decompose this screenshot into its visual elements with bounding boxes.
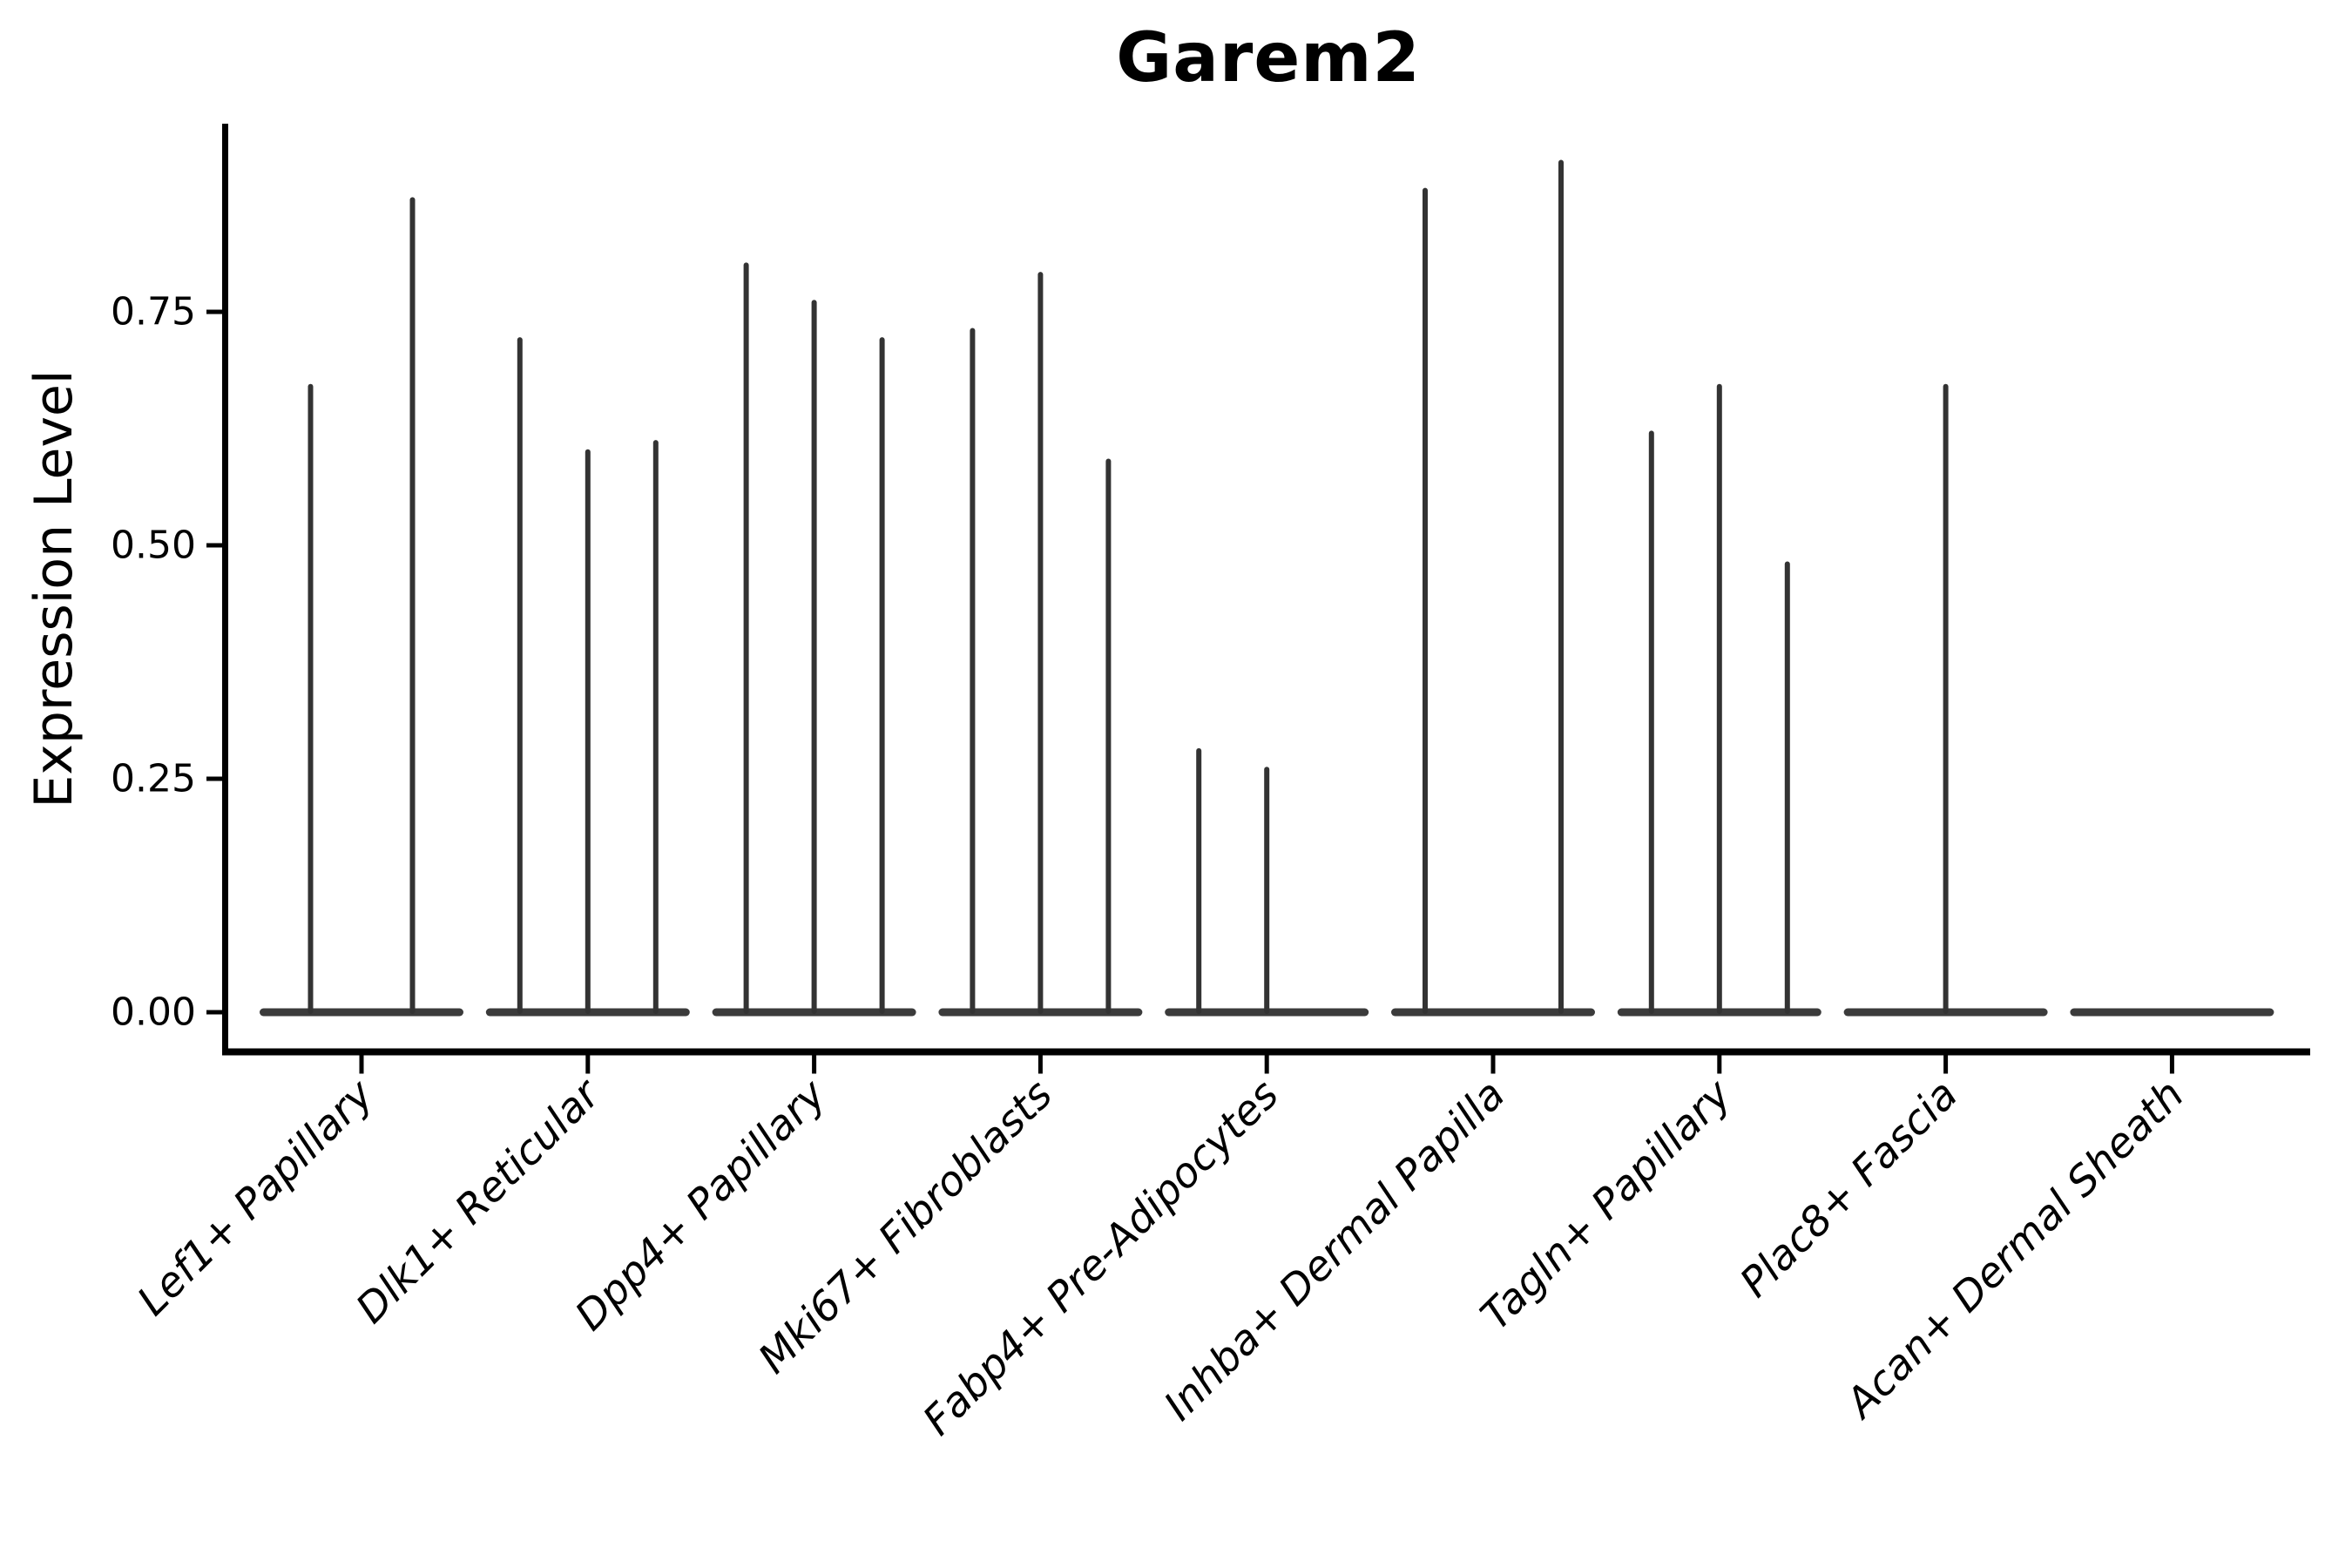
violin-base [1391,1008,1595,1017]
y-tick-label: 0.25 [111,757,196,801]
violin-group: Fabp4+ Pre-Adipocytes [914,747,1369,1445]
violin-group: Acan+ Dermal Sheath [1835,1008,2274,1429]
y-tick-label: 0.75 [111,290,196,335]
violin-group: Mki67+ Fibroblasts [749,272,1143,1383]
x-tick-label: Tagln+ Papillary [1472,1070,1742,1340]
x-tick-label: Dlk1+ Reticular [347,1069,611,1333]
y-tick-label: 0.50 [111,524,196,568]
violin-base [2070,1008,2274,1017]
x-tick-label: Dpp4+ Papillary [566,1070,836,1340]
x-tick-label: Lef1+ Papillary [128,1070,383,1325]
violin-group: Dlk1+ Reticular [347,337,690,1333]
violin-group: Dpp4+ Papillary [566,262,916,1340]
violin-group: Plac8+ Fascia [1731,383,2048,1307]
chart-title: Garem2 [1116,19,1421,98]
x-tick-label: Plac8+ Fascia [1731,1071,1967,1307]
violin-group: Tagln+ Papillary [1472,383,1821,1340]
x-tick-label: Fabp4+ Pre-Adipocytes [914,1071,1288,1444]
violin-group: Inhba+ Dermal Papilla [1155,159,1595,1430]
violin-base [260,1008,463,1017]
y-tick-label: 0.00 [111,990,196,1035]
